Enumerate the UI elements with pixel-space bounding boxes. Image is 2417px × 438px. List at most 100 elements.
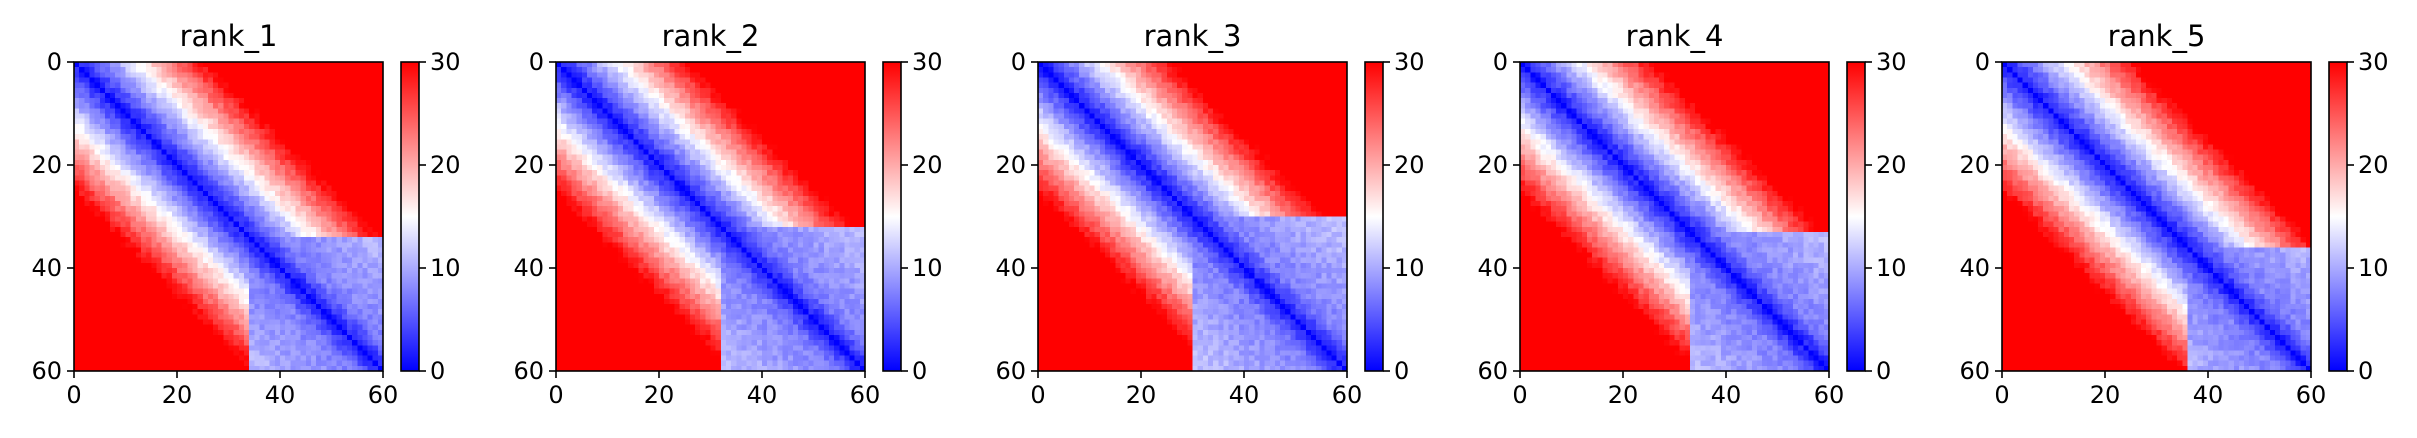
heatmap-cell: [725, 103, 732, 109]
heatmap-cell: [259, 298, 266, 305]
heatmap-cell: [249, 247, 255, 254]
heatmap-cell: [602, 87, 609, 94]
heatmap-cell: [823, 165, 830, 171]
heatmap-cell: [84, 211, 91, 218]
heatmap-cell: [74, 206, 80, 212]
heatmap-cell: [659, 144, 665, 151]
heatmap-cell: [202, 221, 209, 228]
heatmap-cell: [321, 252, 327, 259]
heatmap-cell: [777, 118, 784, 125]
heatmap-cell: [254, 108, 260, 115]
x-tick-label: 40: [265, 381, 296, 409]
heatmap-cell: [233, 283, 240, 290]
heatmap-cell: [290, 87, 297, 94]
heatmap-cell: [264, 226, 271, 233]
heatmap-cell: [233, 319, 240, 326]
heatmap-cell: [346, 319, 353, 326]
heatmap-cell: [310, 180, 317, 187]
heatmap-cell: [839, 108, 845, 115]
heatmap-cell: [367, 134, 374, 140]
heatmap-cell: [695, 118, 701, 125]
heatmap-cell: [202, 283, 209, 290]
heatmap-cell: [74, 190, 80, 197]
heatmap-cell: [140, 190, 147, 197]
heatmap-cell: [223, 283, 230, 290]
heatmap-cell: [228, 237, 235, 243]
heatmap-cell: [689, 139, 696, 145]
heatmap-cell: [238, 314, 245, 321]
heatmap-cell: [115, 185, 121, 192]
heatmap-cell: [218, 62, 224, 68]
heatmap-cell: [218, 262, 224, 269]
heatmap-cell: [74, 226, 80, 233]
heatmap-cell: [669, 72, 676, 79]
heatmap-cell: [94, 221, 101, 228]
heatmap-cell: [346, 298, 353, 305]
heatmap-cell: [285, 237, 291, 243]
heatmap-cell: [213, 340, 219, 346]
heatmap-cell: [607, 165, 614, 171]
heatmap-cell: [782, 154, 789, 161]
heatmap-cell: [357, 288, 363, 295]
heatmap-cell: [171, 195, 178, 202]
heatmap-cell: [367, 139, 374, 145]
heatmap-cell: [581, 175, 588, 182]
heatmap-cell: [177, 257, 183, 264]
heatmap-cell: [300, 87, 307, 94]
heatmap-cell: [566, 144, 573, 151]
heatmap-cell: [146, 123, 152, 130]
heatmap-cell: [705, 103, 712, 109]
heatmap-cell: [571, 72, 578, 79]
heatmap-cell: [285, 139, 291, 145]
heatmap-cell: [300, 113, 307, 120]
heatmap-cell: [151, 98, 157, 104]
heatmap-cell: [161, 268, 168, 274]
x-tick-label: 20: [162, 381, 193, 409]
heatmap-cell: [187, 149, 194, 156]
heatmap-cell: [792, 149, 799, 156]
heatmap-cell: [617, 62, 624, 68]
heatmap-cell: [269, 144, 276, 151]
heatmap-cell: [290, 288, 297, 295]
heatmap-cell: [331, 268, 338, 274]
heatmap-cell: [772, 108, 779, 115]
heatmap-cell: [782, 82, 789, 89]
heatmap-cell: [120, 103, 127, 109]
heatmap-cell: [269, 293, 276, 300]
heatmap-cell: [218, 87, 224, 94]
heatmap-cell: [146, 77, 152, 84]
heatmap-cell: [643, 170, 650, 176]
heatmap-cell: [192, 247, 199, 254]
heatmap-cell: [798, 149, 804, 156]
heatmap-cell: [751, 128, 758, 135]
heatmap-cell: [705, 165, 712, 171]
heatmap-cell: [377, 350, 384, 357]
heatmap-cell: [84, 77, 91, 84]
heatmap-cell: [94, 108, 101, 115]
heatmap-cell: [305, 324, 312, 331]
heatmap-cell: [571, 139, 578, 145]
heatmap-cell: [223, 190, 230, 197]
heatmap-cell: [254, 175, 260, 182]
heatmap-cell: [741, 144, 748, 151]
heatmap-cell: [259, 128, 266, 135]
heatmap-cell: [787, 108, 794, 115]
heatmap-cell: [828, 108, 835, 115]
heatmap-cell: [336, 237, 343, 243]
heatmap-cell: [135, 67, 142, 73]
heatmap-cell: [202, 149, 209, 156]
heatmap-cell: [607, 118, 614, 125]
heatmap-cell: [182, 180, 188, 187]
heatmap-cell: [326, 247, 333, 254]
heatmap-cell: [372, 293, 379, 300]
heatmap-cell: [125, 273, 132, 279]
heatmap-cell: [300, 108, 307, 115]
heatmap-cell: [269, 87, 276, 94]
heatmap-cell: [182, 144, 188, 151]
heatmap-cell: [187, 87, 194, 94]
heatmap-cell: [300, 92, 307, 99]
heatmap-cell: [233, 139, 240, 145]
heatmap-cell: [202, 185, 209, 192]
heatmap-cell: [192, 170, 199, 176]
